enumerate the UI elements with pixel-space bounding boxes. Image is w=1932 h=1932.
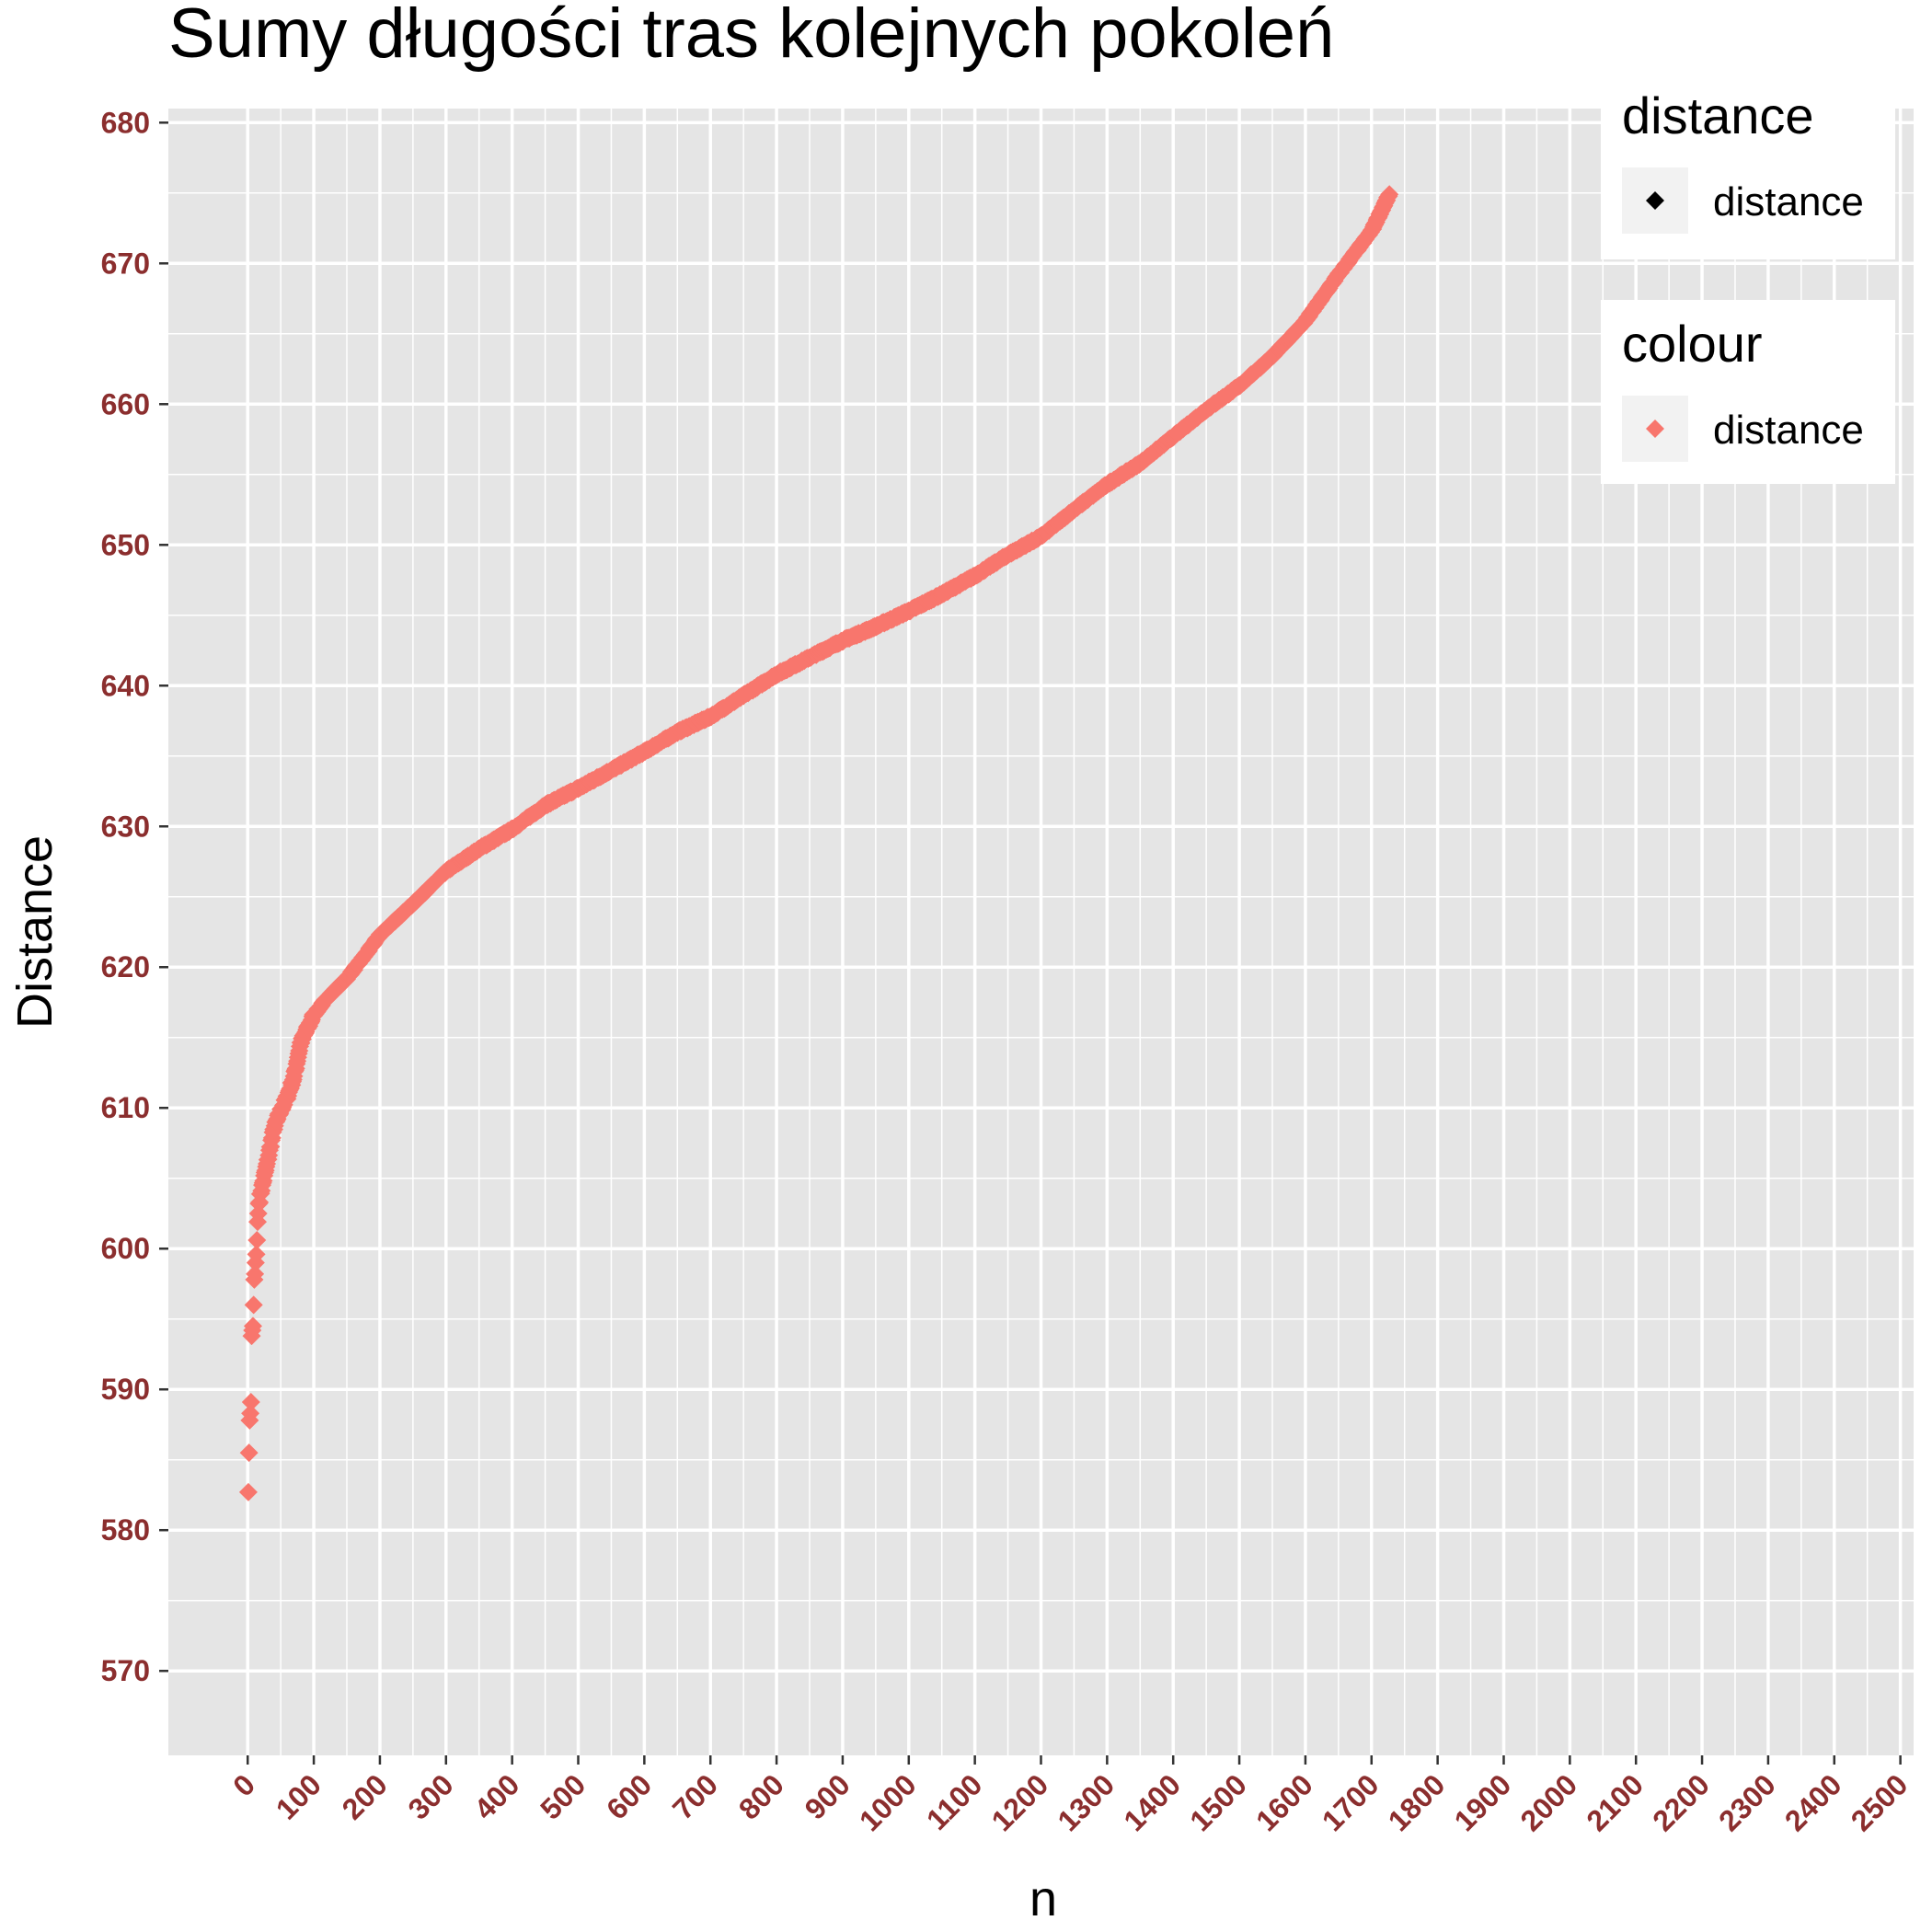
legend-group-colour: colour distance bbox=[1601, 300, 1895, 484]
x-tick-label: 2500 bbox=[1845, 1767, 1915, 1837]
x-tick-label: 400 bbox=[467, 1767, 525, 1825]
x-tick-label: 1200 bbox=[985, 1767, 1055, 1837]
data-point bbox=[247, 1245, 266, 1264]
y-axis-title: Distance bbox=[7, 835, 63, 1029]
data-point bbox=[241, 1404, 260, 1423]
y-tick-label: 590 bbox=[101, 1373, 150, 1406]
x-tick-label: 1500 bbox=[1183, 1767, 1253, 1837]
data-point bbox=[241, 1392, 260, 1411]
x-tick-label: 0 bbox=[226, 1767, 261, 1802]
y-tick-label: 670 bbox=[101, 247, 150, 280]
y-tick-label: 680 bbox=[101, 106, 150, 139]
x-tick-label: 700 bbox=[666, 1767, 724, 1825]
y-tick-label: 570 bbox=[101, 1654, 150, 1687]
y-tick-label: 620 bbox=[101, 950, 150, 983]
x-tick-label: 100 bbox=[270, 1767, 328, 1825]
y-tick-label: 580 bbox=[101, 1513, 150, 1547]
x-tick-label: 600 bbox=[600, 1767, 658, 1825]
x-tick-label: 1900 bbox=[1448, 1767, 1518, 1837]
y-tick-label: 630 bbox=[101, 810, 150, 843]
data-point bbox=[246, 1264, 265, 1283]
chart-title: Sumy długości tras kolejnych pokoleń bbox=[168, 0, 1334, 73]
x-tick-label: 2300 bbox=[1712, 1767, 1782, 1837]
diamond-icon bbox=[1646, 420, 1664, 438]
x-tick-label: 1000 bbox=[853, 1767, 923, 1837]
data-point bbox=[1380, 185, 1399, 204]
x-axis-ticks: 0 100 200 300 400 500 600 700 800 900100011001200… bbox=[226, 1755, 1915, 1837]
y-axis-ticks: 570 580 590 600 610 620 630 640 650 660 670 680 bbox=[101, 106, 168, 1687]
y-tick-label: 640 bbox=[101, 669, 150, 702]
y-tick-label: 610 bbox=[101, 1091, 150, 1124]
y-tick-label: 600 bbox=[101, 1232, 150, 1265]
x-tick-label: 900 bbox=[799, 1767, 857, 1825]
x-tick-label: 500 bbox=[534, 1767, 592, 1825]
x-tick-label: 1400 bbox=[1117, 1767, 1187, 1837]
legend-group-distance: distance distance bbox=[1601, 85, 1895, 259]
data-point bbox=[238, 1482, 258, 1501]
data-point bbox=[243, 1317, 262, 1336]
x-tick-label: 2100 bbox=[1580, 1767, 1650, 1837]
y-tick-label: 650 bbox=[101, 528, 150, 561]
x-tick-label: 1600 bbox=[1249, 1767, 1319, 1837]
x-tick-label: 1800 bbox=[1382, 1767, 1452, 1837]
x-tick-label: 2000 bbox=[1514, 1767, 1584, 1837]
data-point bbox=[247, 1231, 267, 1250]
x-tick-label: 200 bbox=[336, 1767, 394, 1825]
legend-title: distance bbox=[1622, 86, 1814, 144]
legend-title: colour bbox=[1622, 315, 1763, 373]
x-tick-label: 1100 bbox=[920, 1767, 989, 1836]
x-tick-label: 1300 bbox=[1052, 1767, 1121, 1837]
data-point bbox=[244, 1295, 263, 1315]
data-point bbox=[239, 1443, 259, 1463]
x-tick-label: 800 bbox=[732, 1767, 790, 1825]
legend-label: distance bbox=[1713, 408, 1864, 453]
x-tick-label: 2400 bbox=[1778, 1767, 1848, 1837]
data-points bbox=[238, 185, 1399, 1501]
x-tick-label: 2200 bbox=[1646, 1767, 1716, 1837]
x-tick-label: 300 bbox=[402, 1767, 460, 1825]
legend: distance distance colour distance bbox=[1601, 85, 1895, 484]
x-tick-label: 1700 bbox=[1316, 1767, 1386, 1837]
diamond-icon bbox=[1646, 191, 1664, 210]
legend-label: distance bbox=[1713, 179, 1864, 224]
x-axis-title: n bbox=[1029, 1871, 1057, 1926]
y-tick-label: 660 bbox=[101, 387, 150, 420]
